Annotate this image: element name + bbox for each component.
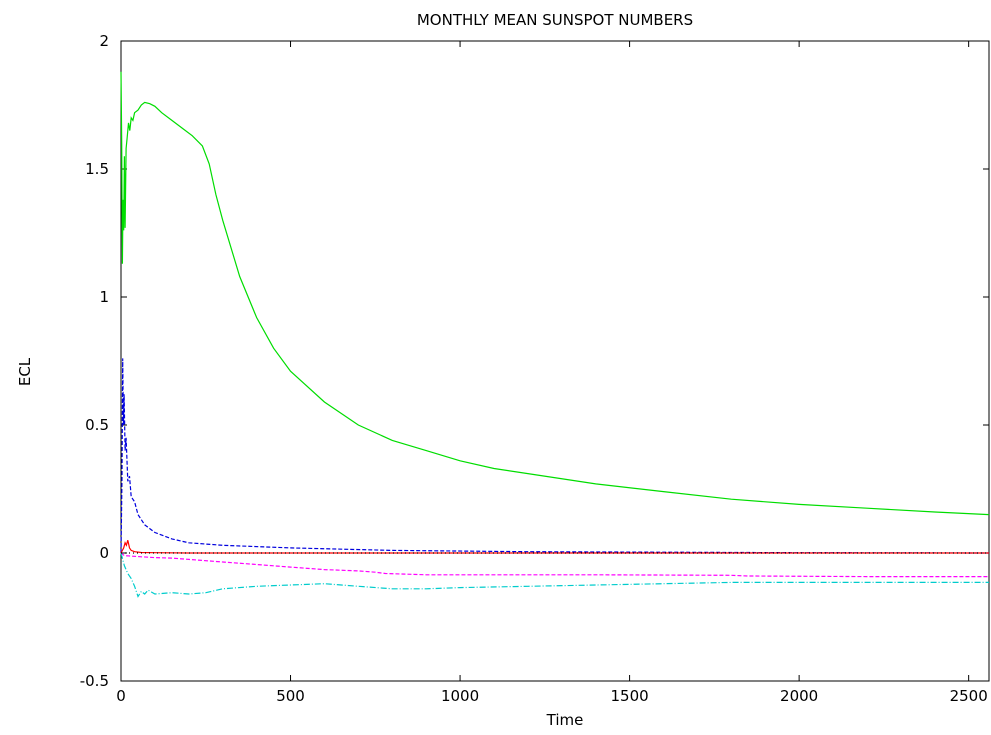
y-tick-label: 1 (99, 288, 109, 306)
y-tick-label: 2 (99, 32, 109, 50)
plot-frame (120, 40, 990, 682)
y-tick-label: 0 (99, 544, 109, 562)
x-tick-label: 500 (276, 687, 305, 705)
x-axis-label: Time (546, 711, 584, 729)
y-axis-label: ECL (16, 357, 34, 386)
x-tick-label: 0 (116, 687, 126, 705)
series-line-3 (120, 552, 989, 578)
x-tick-label: 2000 (780, 687, 818, 705)
y-tick-label: 0.5 (85, 416, 109, 434)
x-tick-label: 1500 (611, 687, 649, 705)
y-tick-label: -0.5 (80, 672, 109, 690)
series-line-2 (120, 358, 990, 554)
y-tick-label: 1.5 (85, 160, 109, 178)
x-tick-label: 2500 (950, 687, 988, 705)
series-line-1 (120, 71, 990, 516)
plot-area: 0 500 1000 1500 2000 2500 -0.5 0 0.5 1 1.5 2 (80, 32, 990, 705)
series-line-5 (120, 540, 989, 554)
x-tick-label: 1000 (441, 687, 479, 705)
chart-title: MONTHLY MEAN SUNSPOT NUMBERS (417, 11, 693, 29)
